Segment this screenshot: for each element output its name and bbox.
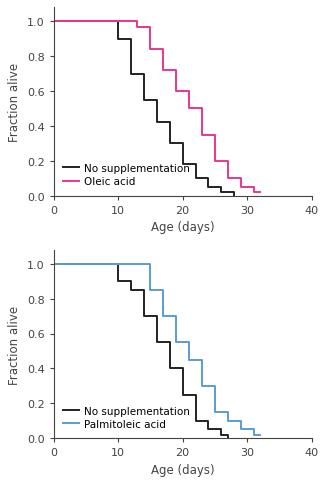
No supplementation [129, 37, 133, 43]
Palmitoleic acid [258, 432, 262, 438]
Palmitoleic acid [226, 409, 230, 415]
Palmitoleic acid [52, 261, 56, 267]
X-axis label: Age (days): Age (days) [151, 221, 215, 234]
Y-axis label: Fraction alive: Fraction alive [8, 63, 21, 142]
Oleic acid [187, 106, 191, 112]
Oleic acid [213, 133, 217, 138]
No supplementation [168, 366, 172, 372]
No supplementation [194, 176, 198, 182]
No supplementation [168, 141, 172, 147]
Oleic acid [226, 158, 230, 164]
Oleic acid [239, 184, 243, 190]
Palmitoleic acid [226, 418, 230, 424]
No supplementation [142, 314, 146, 319]
No supplementation [206, 176, 210, 182]
No supplementation [155, 314, 159, 319]
No supplementation [181, 392, 185, 397]
No supplementation [168, 340, 172, 346]
Oleic acid [200, 133, 204, 138]
No supplementation [219, 426, 223, 432]
No supplementation [155, 120, 159, 126]
Oleic acid [258, 190, 262, 196]
X-axis label: Age (days): Age (days) [151, 463, 215, 476]
Line: Oleic acid: Oleic acid [54, 22, 260, 193]
No supplementation [206, 426, 210, 432]
Oleic acid [187, 89, 191, 95]
No supplementation [142, 287, 146, 293]
Oleic acid [161, 68, 165, 74]
Line: Palmitoleic acid: Palmitoleic acid [54, 264, 260, 435]
Oleic acid [251, 190, 255, 196]
No supplementation [226, 432, 230, 438]
Palmitoleic acid [148, 261, 152, 267]
Oleic acid [174, 89, 178, 95]
No supplementation [194, 392, 198, 397]
Line: No supplementation: No supplementation [54, 22, 234, 196]
Palmitoleic acid [187, 357, 191, 363]
Palmitoleic acid [174, 340, 178, 346]
No supplementation [181, 366, 185, 372]
No supplementation [116, 19, 120, 25]
Palmitoleic acid [251, 426, 255, 432]
No supplementation [116, 279, 120, 285]
Oleic acid [148, 25, 152, 30]
No supplementation [181, 141, 185, 147]
No supplementation [116, 37, 120, 43]
No supplementation [232, 190, 236, 196]
Oleic acid [135, 25, 139, 30]
Oleic acid [200, 106, 204, 112]
Palmitoleic acid [239, 426, 243, 432]
Oleic acid [213, 158, 217, 164]
Legend: No supplementation, Oleic acid: No supplementation, Oleic acid [59, 160, 194, 191]
No supplementation [168, 120, 172, 126]
Oleic acid [239, 176, 243, 182]
No supplementation [129, 287, 133, 293]
No supplementation [206, 184, 210, 190]
No supplementation [155, 98, 159, 104]
Y-axis label: Fraction alive: Fraction alive [8, 305, 21, 384]
No supplementation [52, 261, 56, 267]
No supplementation [232, 193, 236, 199]
Palmitoleic acid [213, 409, 217, 415]
No supplementation [52, 19, 56, 25]
No supplementation [129, 72, 133, 77]
Line: No supplementation: No supplementation [54, 264, 228, 438]
Palmitoleic acid [200, 383, 204, 389]
No supplementation [194, 418, 198, 424]
No supplementation [129, 279, 133, 285]
No supplementation [219, 184, 223, 190]
Palmitoleic acid [174, 314, 178, 319]
Palmitoleic acid [239, 418, 243, 424]
No supplementation [142, 98, 146, 104]
Palmitoleic acid [187, 340, 191, 346]
Oleic acid [161, 47, 165, 53]
Legend: No supplementation, Palmitoleic acid: No supplementation, Palmitoleic acid [59, 402, 194, 433]
No supplementation [181, 162, 185, 168]
Oleic acid [148, 47, 152, 53]
Oleic acid [226, 176, 230, 182]
Palmitoleic acid [135, 261, 139, 267]
Palmitoleic acid [148, 287, 152, 293]
Oleic acid [174, 68, 178, 74]
No supplementation [116, 261, 120, 267]
Palmitoleic acid [135, 261, 139, 267]
No supplementation [226, 435, 230, 441]
No supplementation [206, 418, 210, 424]
No supplementation [155, 340, 159, 346]
No supplementation [219, 190, 223, 196]
Palmitoleic acid [213, 383, 217, 389]
Oleic acid [135, 19, 139, 25]
No supplementation [219, 432, 223, 438]
Oleic acid [52, 19, 56, 25]
Oleic acid [251, 184, 255, 190]
No supplementation [142, 72, 146, 77]
Palmitoleic acid [251, 432, 255, 438]
Palmitoleic acid [161, 314, 165, 319]
Palmitoleic acid [200, 357, 204, 363]
No supplementation [194, 162, 198, 168]
Palmitoleic acid [161, 287, 165, 293]
